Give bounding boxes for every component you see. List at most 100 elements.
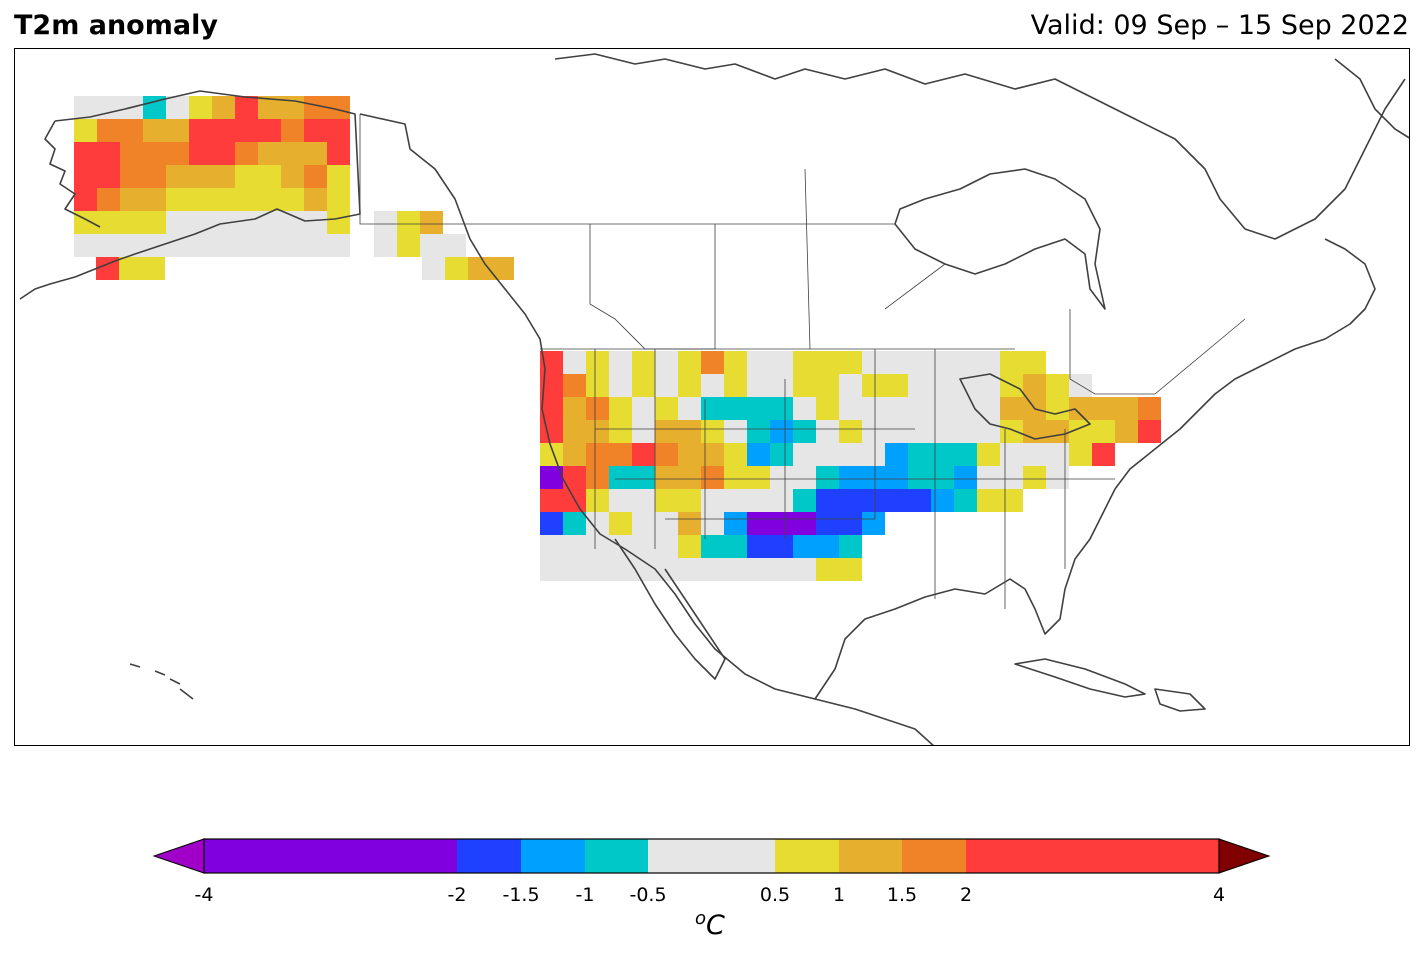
- anomaly-cell: [885, 397, 908, 420]
- anomaly-cell: [143, 211, 166, 234]
- anomaly-cell: [908, 443, 931, 466]
- anomaly-cell: [586, 466, 609, 489]
- anomaly-cell: [747, 489, 770, 512]
- anomaly-cell: [374, 234, 397, 257]
- anomaly-cell: [258, 188, 281, 211]
- anomaly-cell: [724, 420, 747, 443]
- anomaly-cell: [143, 234, 166, 257]
- greenland-coast: [1334, 58, 1409, 139]
- anomaly-cell: [839, 466, 862, 489]
- anomaly-cell: [839, 535, 862, 558]
- anomaly-cell: [931, 489, 954, 512]
- anomaly-cell: [701, 512, 724, 535]
- anomaly-cell: [862, 466, 885, 489]
- anomaly-cell: [931, 397, 954, 420]
- anomaly-cell: [609, 397, 632, 420]
- anomaly-cell: [701, 535, 724, 558]
- anomaly-cell: [885, 443, 908, 466]
- map-title: T2m anomaly: [14, 10, 218, 41]
- anomaly-cell: [724, 489, 747, 512]
- anomaly-cell: [97, 188, 120, 211]
- anomaly-cell: [839, 397, 862, 420]
- anomaly-cell: [632, 420, 655, 443]
- anomaly-cell: [189, 188, 212, 211]
- anomaly-cell: [770, 420, 793, 443]
- anomaly-cell: [540, 420, 563, 443]
- anomaly-cell: [678, 351, 701, 374]
- anomaly-cell: [701, 397, 724, 420]
- anomaly-cell: [793, 351, 816, 374]
- anomaly-cell: [586, 443, 609, 466]
- colorbar-tick-label: -4: [194, 884, 214, 906]
- anomaly-cell: [1115, 420, 1138, 443]
- anomaly-cell: [793, 397, 816, 420]
- anomaly-cell: [632, 512, 655, 535]
- anomaly-cell: [586, 374, 609, 397]
- colorbar-bin: [775, 839, 839, 873]
- anomaly-cell: [724, 558, 747, 581]
- anomaly-cell: [931, 351, 954, 374]
- anomaly-cell: [97, 119, 120, 142]
- anomaly-cell: [862, 443, 885, 466]
- anomaly-cell: [327, 119, 350, 142]
- anomaly-cell: [793, 443, 816, 466]
- anomaly-cell: [770, 466, 793, 489]
- alaska-coast: [19, 90, 361, 300]
- anomaly-cell: [235, 188, 258, 211]
- anomaly-cell: [908, 420, 931, 443]
- anomaly-cell: [189, 211, 212, 234]
- anomaly-cell: [678, 466, 701, 489]
- anomaly-cell: [701, 466, 724, 489]
- anomaly-cell: [908, 374, 931, 397]
- anomaly-cell: [304, 188, 327, 211]
- anomaly-cell: [374, 211, 397, 234]
- anomaly-cell: [678, 443, 701, 466]
- anomaly-cell: [586, 558, 609, 581]
- anomaly-cell: [212, 165, 235, 188]
- anomaly-cell: [678, 420, 701, 443]
- anomaly-cell: [540, 489, 563, 512]
- great-lakes: [959, 373, 1091, 440]
- anomaly-cell: [1046, 420, 1069, 443]
- anomaly-cell: [655, 397, 678, 420]
- anomaly-grid-cells: [74, 96, 1161, 581]
- anomaly-cell: [235, 234, 258, 257]
- anomaly-cell: [563, 558, 586, 581]
- anomaly-cell: [1023, 374, 1046, 397]
- anomaly-cell: [954, 420, 977, 443]
- anomaly-cell: [770, 374, 793, 397]
- anomaly-cell: [931, 420, 954, 443]
- anomaly-cell: [747, 443, 770, 466]
- anomaly-cell: [1046, 443, 1069, 466]
- anomaly-cell: [304, 165, 327, 188]
- valid-date-range: Valid: 09 Sep – 15 Sep 2022: [1030, 10, 1409, 41]
- anomaly-cell: [839, 443, 862, 466]
- anomaly-cell: [770, 535, 793, 558]
- anomaly-cell: [747, 351, 770, 374]
- anomaly-cell: [327, 96, 350, 119]
- anomaly-cell: [977, 397, 1000, 420]
- us-canada-border: [405, 168, 1246, 395]
- colorbar-bin: [204, 839, 457, 873]
- anomaly-cell: [816, 512, 839, 535]
- anomaly-map[interactable]: [14, 48, 1410, 746]
- anomaly-cell: [258, 96, 281, 119]
- anomaly-cell: [678, 512, 701, 535]
- anomaly-cell: [74, 96, 97, 119]
- anomaly-cell: [701, 443, 724, 466]
- colorbar-outline: [203, 838, 1220, 874]
- anomaly-cell: [816, 489, 839, 512]
- anomaly-cell: [793, 558, 816, 581]
- anomaly-cell: [816, 420, 839, 443]
- anomaly-cell: [1023, 351, 1046, 374]
- anomaly-cell: [281, 165, 304, 188]
- anomaly-cell: [747, 512, 770, 535]
- colorbar-bin: [966, 839, 1219, 873]
- anomaly-cell: [609, 558, 632, 581]
- anomaly-cell: [563, 397, 586, 420]
- anomaly-cell: [632, 351, 655, 374]
- anomaly-cell: [862, 351, 885, 374]
- anomaly-cell: [862, 374, 885, 397]
- anomaly-cell: [655, 489, 678, 512]
- anomaly-cell: [793, 489, 816, 512]
